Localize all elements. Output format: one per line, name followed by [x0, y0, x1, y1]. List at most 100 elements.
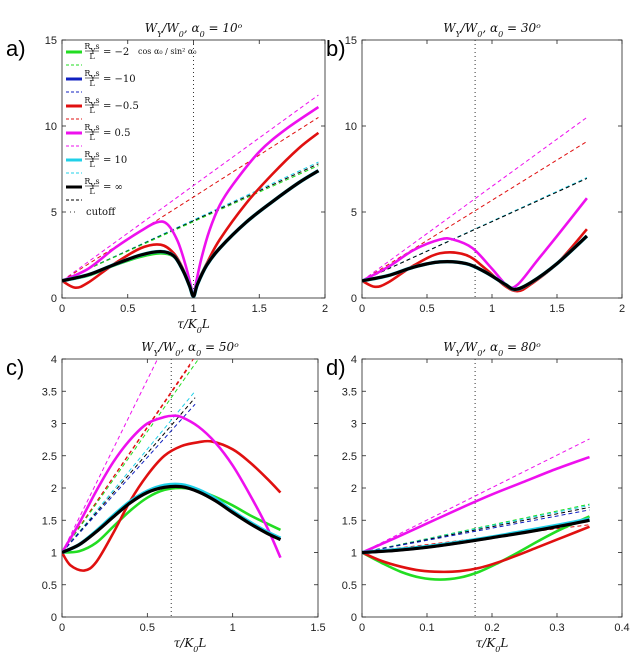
legend-ratio-den: L: [89, 106, 95, 115]
y-tick-label: 3.5: [342, 386, 357, 398]
y-tick-label: 0: [351, 612, 357, 624]
y-tick-label: 3: [351, 419, 357, 431]
asymptote-line: [362, 438, 590, 553]
legend-label: = −10: [103, 74, 136, 85]
series-black-line: [362, 518, 590, 555]
y-tick-label: 3.5: [42, 386, 57, 398]
y-tick-label: 0: [51, 293, 57, 305]
x-tick-label: 0.2: [484, 622, 499, 634]
series-magenta-line: [62, 414, 282, 559]
legend-extra: cos α₀ / sin² α₀: [138, 47, 197, 56]
asymptote-line: [362, 177, 588, 282]
legend-label: = ∞: [103, 182, 123, 193]
asymptote-line: [362, 178, 588, 282]
y-tick-label: 5: [351, 207, 357, 219]
asymptote-line: [62, 161, 319, 282]
x-tick-label: 0.5: [419, 303, 434, 315]
x-tick-label: 2: [322, 303, 328, 315]
series-red-line: [362, 525, 590, 574]
panel-label: b): [326, 36, 346, 61]
series-green-line: [62, 169, 320, 298]
series-red-line: [62, 439, 282, 572]
x-tick-label: 0.3: [549, 622, 564, 634]
x-tick-label: 0.5: [120, 303, 135, 315]
chart-title: WY/W0, α0 = 30ᵒ: [443, 21, 541, 39]
chart-title: WY/W0, α0 = 10ᵒ: [145, 21, 243, 39]
y-tick-label: 3: [51, 419, 57, 431]
legend-ratio-den: L: [89, 52, 95, 61]
series-black-line: [62, 484, 282, 554]
asymptote-line: [62, 403, 196, 553]
x-tick-label: 1: [489, 303, 495, 315]
x-tick-label: 1: [230, 622, 236, 634]
asymptote-line: [62, 163, 319, 282]
x-tick-label: 0: [59, 622, 65, 634]
legend-ratio-den: L: [89, 187, 95, 196]
asymptote-line: [62, 359, 159, 553]
x-axis-label: τ/K0L: [177, 317, 210, 335]
series-red-line: [362, 228, 588, 293]
asymptote-line: [62, 116, 319, 282]
legend-ratio-den: L: [89, 133, 95, 142]
asymptote-line: [362, 504, 590, 553]
series-green-line: [62, 486, 282, 554]
panel-d: 0 0.1 0.2 0.3 0.4 0 0.5 1 1.5 2 2.5 3 3.5 4 WY/W0, α0 …: [326, 340, 630, 654]
y-tick-label: 1: [51, 548, 57, 560]
series-blue-line: [62, 169, 320, 298]
panel-label: a): [6, 36, 26, 61]
legend-label: = −2: [103, 47, 129, 58]
x-tick-label: 2: [619, 303, 625, 315]
x-axis-label: τ/K0L: [174, 636, 207, 654]
series-green-line: [362, 515, 591, 581]
y-tick-label: 10: [345, 121, 357, 133]
y-tick-label: 2: [351, 483, 357, 495]
x-tick-label: 1: [190, 303, 196, 315]
y-tick-label: 15: [345, 35, 357, 47]
asymptote-line: [62, 94, 319, 282]
series-black-line: [62, 169, 320, 298]
asymptote-line: [362, 116, 588, 282]
x-axis-label: τ/K0L: [476, 636, 509, 654]
series-magenta-line: [362, 455, 590, 554]
y-tick-label: 0.5: [42, 580, 57, 592]
y-tick-label: 0.5: [342, 580, 357, 592]
y-tick-label: 2.5: [342, 451, 357, 463]
x-tick-label: 0: [359, 303, 365, 315]
plot-frame: [361, 358, 623, 618]
x-tick-label: 1.5: [252, 303, 267, 315]
y-tick-label: 10: [45, 121, 57, 133]
chart-title: WY/W0, α0 = 50ᵒ: [141, 340, 239, 358]
asymptote-line: [362, 141, 588, 282]
chart-title: WY/W0, α0 = 80ᵒ: [443, 340, 541, 358]
y-tick-label: 2.5: [42, 451, 57, 463]
y-tick-label: 4: [351, 354, 357, 366]
y-tick-label: 15: [45, 35, 57, 47]
series-magenta-line: [362, 197, 588, 289]
legend-ratio-den: L: [89, 79, 95, 88]
y-tick-label: 5: [51, 207, 57, 219]
x-tick-label: 0.1: [419, 622, 434, 634]
y-tick-label: 2: [51, 483, 57, 495]
asymptote-line: [62, 365, 191, 553]
legend-cutoff-label: cutoff: [86, 207, 116, 218]
legend-ratio-den: L: [89, 160, 95, 169]
x-tick-label: 0.5: [140, 622, 155, 634]
x-tick-label: 0: [59, 303, 65, 315]
series-black-line: [362, 234, 588, 292]
asymptote-line: [62, 165, 319, 282]
legend-label: = −0.5: [103, 101, 139, 112]
y-tick-label: 1.5: [42, 515, 57, 527]
asymptote-line: [62, 397, 196, 553]
y-tick-label: 1.5: [342, 515, 357, 527]
legend-label: = 0.5: [103, 128, 130, 139]
asymptote-line: [362, 506, 590, 553]
x-tick-label: 1.5: [310, 622, 325, 634]
asymptote-line: [62, 359, 199, 553]
y-tick-label: 1: [351, 548, 357, 560]
x-tick-label: 0.4: [614, 622, 629, 634]
panel-c: 0 0.5 1 1.5 0 0.5 1 1.5 2 2.5 3 3.5 4 WY/W0, α0 = 50ᵒ…: [6, 340, 326, 654]
panel-b: 0 0.5 1 1.5 2 0 5 10 15 WY/W0, α0 = 30ᵒ b): [326, 21, 625, 315]
y-tick-label: 0: [351, 293, 357, 305]
